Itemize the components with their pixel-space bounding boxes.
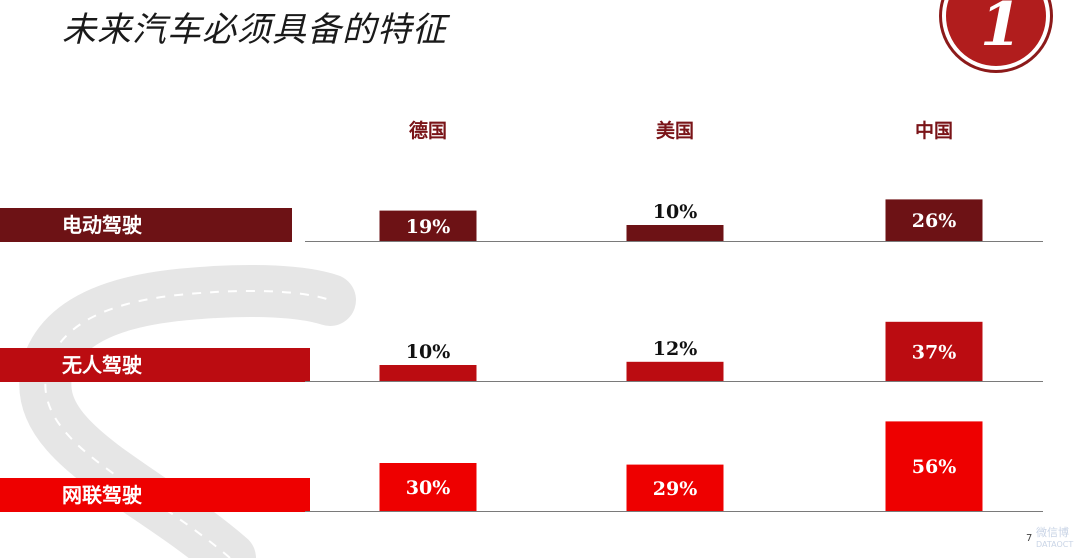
bar-connected-china [885, 421, 983, 511]
data-label-autonomous-germany: 10% [406, 341, 451, 363]
bar-connected-germany [379, 463, 477, 511]
bar-autonomous-china [885, 321, 983, 381]
row-label-autonomous-driving: 无人驾驶 [0, 348, 310, 382]
bar-autonomous-germany [379, 365, 477, 381]
column-header-china: 中国 [914, 120, 954, 142]
baseline-connected-driving [305, 511, 1043, 512]
bar-autonomous-usa [626, 361, 724, 381]
page-title: 未来汽车必须具备的特征 [62, 10, 447, 50]
data-label-electric-germany: 19% [406, 216, 451, 238]
row-label-connected-driving: 网联驾驶 [0, 478, 310, 512]
bar-electric-china [885, 199, 983, 241]
watermark-logo: 微信博 [1036, 526, 1069, 539]
data-label-electric-china: 26% [912, 210, 957, 232]
chapter-number: 1 [980, 0, 1022, 60]
baseline-autonomous-driving [305, 381, 1043, 382]
data-label-electric-usa: 10% [653, 201, 698, 223]
page-number: 7 [1026, 533, 1033, 544]
data-label-autonomous-china: 37% [912, 341, 957, 363]
column-header-germany: 德国 [408, 120, 448, 142]
bar-electric-germany [379, 210, 477, 241]
data-label-autonomous-usa: 12% [653, 338, 698, 360]
data-label-connected-china: 56% [912, 456, 957, 478]
data-label-connected-usa: 29% [653, 478, 698, 500]
bar-connected-usa [626, 464, 724, 511]
row-label-electric-driving: 电动驾驶 [0, 208, 292, 242]
column-header-usa: 美国 [655, 120, 695, 142]
data-label-connected-germany: 30% [406, 477, 451, 499]
watermark-subtext: DATAOCT [1036, 540, 1074, 549]
baseline-electric-driving [305, 241, 1043, 242]
bar-electric-usa [626, 225, 724, 241]
